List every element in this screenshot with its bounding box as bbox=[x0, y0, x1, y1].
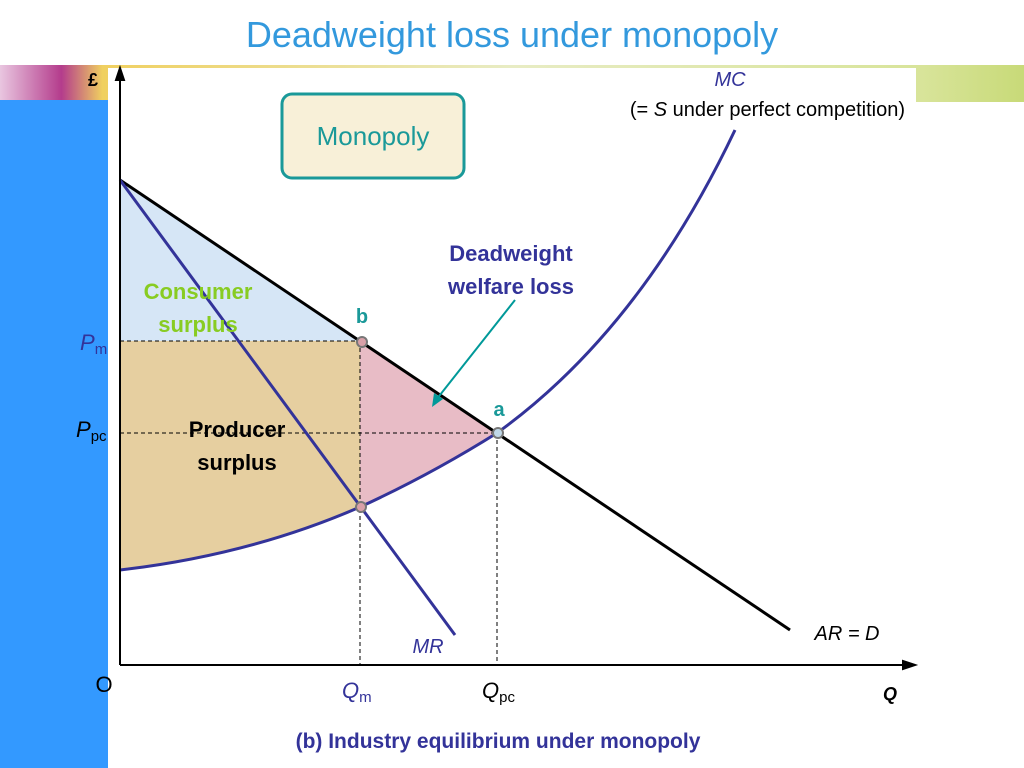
ppc-sub: pc bbox=[91, 428, 107, 445]
axes bbox=[114, 64, 919, 671]
qm-sub: m bbox=[359, 689, 372, 706]
ppc-main: P bbox=[76, 417, 91, 442]
point-mr-mc bbox=[355, 501, 367, 513]
mr-label: MR bbox=[412, 636, 443, 658]
qm-main: Q bbox=[342, 678, 359, 703]
qpc-sub: pc bbox=[499, 689, 515, 706]
monopoly-label: Monopoly bbox=[317, 121, 430, 151]
deadweight-label: welfare loss bbox=[447, 274, 574, 299]
mc-note-rest: under perfect competition) bbox=[667, 99, 905, 121]
y-label: £ bbox=[88, 70, 98, 90]
x-arrow bbox=[902, 659, 919, 671]
consumer-label: Consumer bbox=[144, 279, 253, 304]
demand-curve bbox=[119, 178, 791, 632]
pm-label: Pm bbox=[80, 330, 107, 358]
side-bar bbox=[0, 100, 108, 768]
mc-curve bbox=[119, 129, 737, 572]
x-label: Q bbox=[883, 684, 897, 704]
producer-surplus-area bbox=[120, 341, 360, 570]
origin-label: O bbox=[95, 672, 112, 697]
caption: (b) Industry equilibrium under monopoly bbox=[296, 730, 701, 753]
arrow bbox=[435, 299, 516, 401]
demand-label: AR = D bbox=[813, 623, 879, 645]
point-b-label: b bbox=[356, 306, 368, 328]
point-a bbox=[492, 427, 504, 439]
arrow-head bbox=[432, 393, 443, 407]
mc-note-open: (= bbox=[630, 99, 654, 121]
pm-main: P bbox=[80, 330, 95, 355]
monopoly-box bbox=[280, 92, 466, 180]
qpc-label: Qpc bbox=[482, 678, 515, 706]
point-a-label: a bbox=[493, 399, 505, 421]
consumer-label: surplus bbox=[158, 312, 237, 337]
points bbox=[355, 336, 504, 513]
producer-label: surplus bbox=[197, 450, 276, 475]
mc-note-s: S bbox=[654, 99, 668, 121]
mc-label: MC bbox=[714, 69, 746, 91]
ppc-label: Ppc bbox=[76, 417, 107, 445]
deadweight-label: Deadweight bbox=[449, 241, 573, 266]
qm-label: Qm bbox=[342, 678, 372, 706]
mr-curve bbox=[118, 179, 457, 636]
deadweight-area bbox=[360, 341, 497, 507]
point-b bbox=[356, 336, 368, 348]
qpc-main: Q bbox=[482, 678, 499, 703]
mc-note: (= S under perfect competition) bbox=[630, 99, 905, 121]
y-arrow bbox=[114, 64, 126, 81]
producer-label: Producer bbox=[189, 417, 286, 442]
title: Deadweight loss under monopoly bbox=[246, 14, 778, 55]
pm-sub: m bbox=[95, 341, 108, 358]
